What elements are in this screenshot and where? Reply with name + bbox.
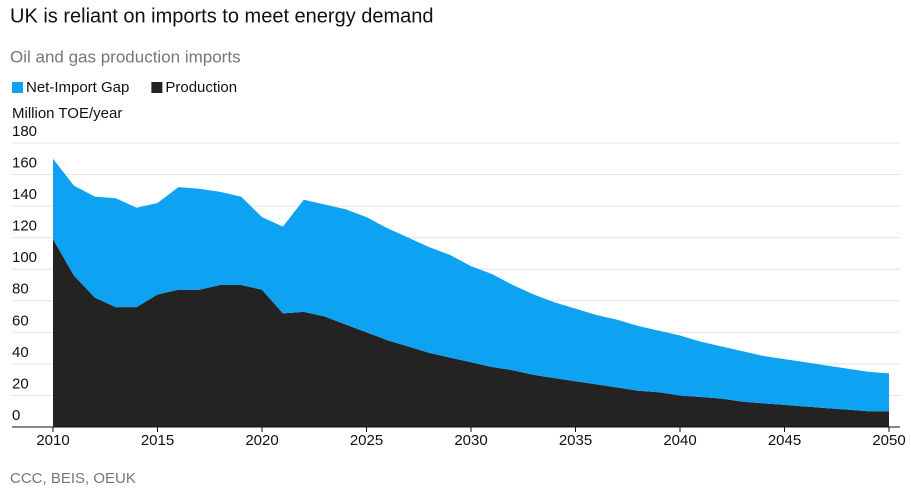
legend-swatch bbox=[12, 82, 23, 93]
y-tick-label: 0 bbox=[12, 407, 20, 424]
x-tick-label: 2025 bbox=[350, 432, 383, 449]
x-tick-label: 2015 bbox=[141, 432, 174, 449]
source: CCC, BEIS, OEUK bbox=[10, 470, 136, 487]
area bbox=[53, 158, 889, 412]
x-tick-label: 2035 bbox=[559, 432, 592, 449]
y-tick-label: 120 bbox=[12, 218, 37, 235]
x-tick-label: 2045 bbox=[768, 432, 801, 449]
y-tick-label: 140 bbox=[12, 186, 37, 203]
y-tick-label: 40 bbox=[12, 344, 29, 361]
chart-subtitle: Oil and gas production imports bbox=[10, 47, 241, 66]
x-tick-label: 2050 bbox=[872, 432, 905, 449]
y-tick-label: 20 bbox=[12, 375, 29, 392]
legend-label: Net-Import Gap bbox=[26, 79, 129, 96]
x-tick-label: 2030 bbox=[454, 432, 487, 449]
x-tick-label: 2010 bbox=[36, 432, 69, 449]
y-axis-label: Million TOE/year bbox=[12, 105, 122, 122]
area bbox=[53, 239, 889, 427]
y-tick-label: 80 bbox=[12, 281, 29, 298]
chart-title: UK is reliant on imports to meet energy … bbox=[10, 5, 434, 27]
x-tick-label: 2020 bbox=[245, 432, 278, 449]
y-tick-label: 180 bbox=[12, 123, 37, 140]
legend: Net-Import Gap Production bbox=[12, 79, 237, 96]
y-tick-label: 60 bbox=[12, 312, 29, 329]
x-tick-label: 2040 bbox=[663, 432, 696, 449]
y-tick-label: 160 bbox=[12, 155, 37, 172]
legend-swatch bbox=[151, 82, 163, 93]
legend-label: Production bbox=[165, 79, 237, 96]
y-tick-label: 100 bbox=[12, 249, 37, 266]
